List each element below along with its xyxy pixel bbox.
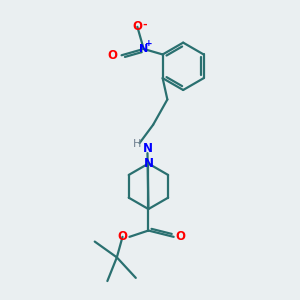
Text: O: O <box>118 230 128 243</box>
Text: N: N <box>143 157 153 170</box>
Text: N: N <box>139 44 148 54</box>
Text: +: + <box>145 39 152 48</box>
Text: H: H <box>133 139 142 149</box>
Text: N: N <box>142 142 152 155</box>
Text: O: O <box>108 49 118 62</box>
Text: -: - <box>142 19 147 29</box>
Text: O: O <box>132 20 142 33</box>
Text: O: O <box>176 230 186 243</box>
